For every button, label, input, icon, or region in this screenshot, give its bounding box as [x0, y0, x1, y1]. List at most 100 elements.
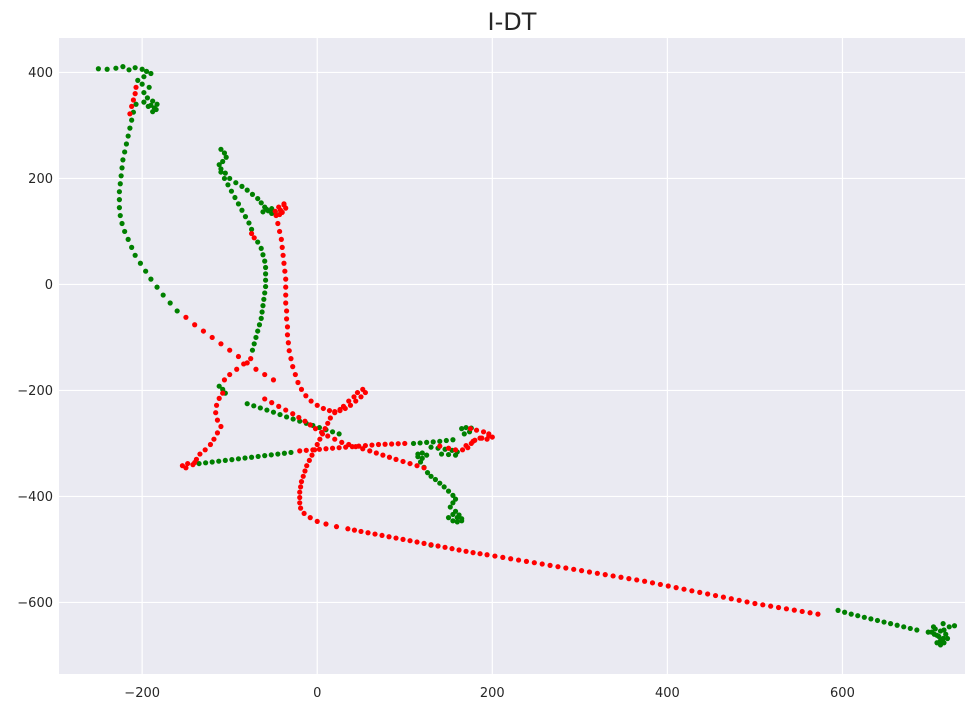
scatter-point: [122, 149, 128, 155]
scatter-point: [473, 427, 480, 433]
scatter-point: [283, 316, 290, 322]
scatter-point: [943, 631, 949, 637]
scatter-point: [261, 296, 267, 302]
scatter-point: [323, 521, 329, 527]
scatter-point: [508, 556, 514, 562]
scatter-point: [118, 173, 124, 179]
scatter-point: [234, 366, 240, 372]
scatter-point: [133, 101, 139, 107]
scatter-point: [673, 585, 679, 591]
scatter-point: [523, 558, 530, 564]
scatter-point: [775, 604, 782, 611]
scatter-point: [450, 437, 456, 443]
scatter-point: [143, 68, 150, 74]
scatter-point: [322, 426, 328, 432]
scatter-point: [221, 150, 228, 156]
scatter-point: [320, 405, 326, 412]
scatter-point: [235, 353, 242, 360]
scatter-point: [375, 441, 382, 448]
scatter-point: [329, 429, 336, 435]
scatter-point: [216, 395, 222, 401]
scatter-point: [365, 530, 371, 536]
scatter-point: [239, 183, 245, 189]
scatter-point: [539, 561, 545, 567]
scatter-point: [279, 244, 285, 250]
scatter-point: [260, 303, 266, 309]
scatter-point: [253, 334, 259, 341]
scatter-point: [246, 220, 252, 226]
scatter-point: [326, 407, 333, 414]
scatter-point: [277, 411, 283, 418]
scatter-point: [148, 276, 154, 282]
scatter-point: [382, 441, 388, 447]
scatter-point: [283, 284, 289, 290]
scatter-point: [225, 182, 231, 188]
scatter-point: [283, 308, 290, 314]
scatter-point: [842, 609, 848, 615]
scatter-point: [351, 394, 357, 400]
scatter-point: [705, 591, 711, 597]
scatter-point: [223, 154, 229, 160]
x-tick-label: 200: [480, 686, 505, 701]
scatter-point: [130, 97, 137, 103]
scatter-point: [610, 573, 616, 579]
scatter-point: [197, 451, 203, 457]
scatter-point: [281, 260, 287, 266]
scatter-point: [251, 403, 257, 409]
scatter-point: [281, 450, 288, 456]
scatter-point: [459, 518, 465, 524]
scatter-point: [380, 452, 386, 458]
scatter-point: [218, 423, 224, 430]
scatter-point: [323, 446, 329, 452]
scatter-point: [270, 409, 277, 415]
scatter-point: [273, 212, 279, 219]
scatter-point: [463, 548, 469, 554]
scatter-point: [285, 340, 291, 346]
scatter-point: [104, 66, 110, 72]
scatter-point: [116, 189, 122, 195]
scatter-point: [307, 515, 313, 521]
scatter-point: [752, 600, 758, 607]
scatter-point: [281, 201, 287, 207]
scatter-point: [861, 614, 867, 620]
scatter-point: [306, 457, 312, 464]
scatter-point: [222, 457, 228, 464]
scatter-point: [452, 452, 459, 458]
scatter-point: [262, 453, 268, 459]
scatter-point: [141, 74, 147, 80]
scatter-point: [192, 459, 198, 466]
scatter-point: [484, 552, 490, 558]
scatter-point: [578, 568, 585, 574]
scatter-point: [337, 406, 343, 413]
scatter-point: [256, 322, 263, 328]
scatter-point: [148, 70, 154, 77]
scatter-point: [432, 476, 439, 483]
scatter-point: [454, 515, 460, 521]
scatter-point: [296, 414, 302, 421]
scatter-point: [233, 180, 239, 186]
scatter-point: [116, 205, 122, 211]
scatter-point: [347, 402, 354, 408]
scatter-point: [241, 361, 247, 367]
scatter-point: [946, 624, 952, 630]
scatter-point: [314, 518, 320, 524]
scatter-point: [268, 452, 274, 458]
scatter-point: [689, 588, 695, 594]
scatter-point: [571, 566, 577, 572]
scatter-point: [284, 324, 291, 330]
scatter-point: [207, 441, 214, 448]
scatter-point: [421, 465, 427, 471]
scatter-point: [216, 383, 222, 389]
scatter-point: [209, 334, 215, 341]
scatter-point: [276, 204, 282, 210]
scatter-point: [736, 597, 742, 603]
scatter-point: [940, 621, 946, 627]
scatter-point: [288, 356, 294, 362]
scatter-point: [264, 407, 270, 413]
scatter-point: [720, 594, 727, 600]
scatter-point: [459, 426, 465, 432]
scatter-point: [437, 443, 443, 449]
scatter-point: [220, 158, 226, 165]
scatter-point: [456, 547, 462, 553]
